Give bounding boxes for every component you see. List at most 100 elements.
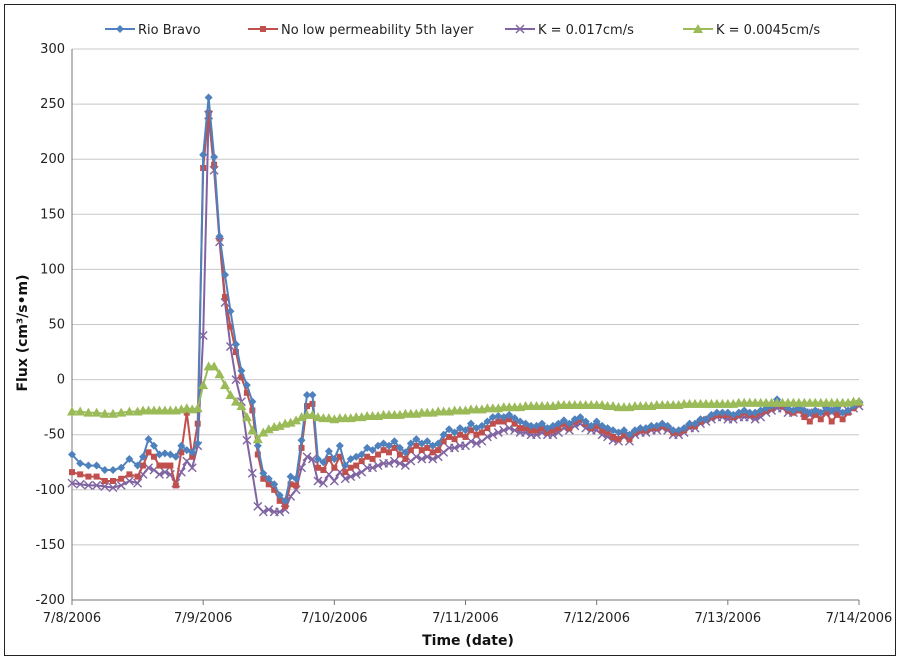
data-point: [576, 413, 585, 422]
data-point: [297, 436, 306, 445]
data-point: [368, 463, 378, 473]
data-point: [604, 429, 611, 436]
data-point: [839, 416, 846, 423]
data-point: [445, 425, 454, 434]
data-point: [293, 482, 300, 489]
data-point: [205, 109, 212, 116]
data-point: [253, 441, 262, 450]
data-point: [701, 415, 710, 424]
data-point: [275, 491, 284, 500]
data-point: [149, 441, 158, 450]
data-point: [313, 476, 323, 486]
data-point: [249, 407, 256, 414]
data-point: [718, 408, 727, 417]
data-point: [258, 427, 269, 437]
data-point: [100, 465, 109, 474]
data-point: [587, 421, 596, 430]
data-point: [817, 416, 824, 423]
data-point: [282, 503, 289, 510]
data-point: [341, 461, 350, 470]
data-point: [696, 415, 705, 424]
legend-item-0: Rio Bravo: [105, 23, 201, 38]
data-point: [109, 477, 116, 484]
data-point: [76, 459, 85, 468]
data-point: [307, 454, 317, 464]
data-point: [663, 421, 672, 430]
data-point: [522, 425, 529, 432]
data-point: [99, 408, 110, 418]
data-point: [353, 462, 360, 469]
data-point: [593, 422, 600, 429]
legend-item-2: K = 0.017cm/s: [505, 23, 634, 38]
data-point: [417, 454, 427, 464]
data-point: [581, 417, 590, 426]
data-point: [209, 361, 220, 371]
data-point: [385, 449, 392, 456]
x-tick-label: 7/11/2006: [432, 611, 499, 626]
data-point: [281, 496, 290, 505]
data-point: [91, 407, 102, 417]
data-point: [592, 417, 601, 426]
data-point: [222, 293, 229, 300]
data-point: [407, 447, 414, 454]
data-point: [324, 447, 333, 456]
data-point: [83, 407, 94, 417]
data-point: [133, 478, 143, 488]
data-point: [457, 431, 464, 438]
data-point: [247, 468, 257, 478]
data-point: [144, 435, 153, 444]
legend-item-3: K = 0.0045cm/s: [683, 23, 820, 38]
x-tick-label: 7/13/2006: [694, 611, 761, 626]
data-point: [499, 425, 509, 435]
data-point: [544, 429, 551, 436]
data-point: [336, 453, 343, 460]
data-point: [92, 461, 101, 470]
data-point: [712, 408, 721, 417]
series-0: [68, 93, 863, 505]
data-point: [236, 401, 247, 411]
data-point: [265, 481, 272, 488]
data-point: [828, 418, 835, 425]
data-point: [801, 414, 808, 421]
y-tick-label: -50: [44, 428, 65, 443]
data-point: [183, 409, 190, 416]
data-point: [264, 505, 274, 515]
data-point: [214, 369, 225, 379]
data-point: [494, 411, 503, 420]
data-point: [380, 447, 387, 454]
data-point: [500, 418, 507, 425]
data-point: [155, 450, 164, 459]
data-point: [325, 455, 332, 462]
data-point: [68, 450, 76, 459]
data-point: [450, 428, 459, 437]
legend-label: K = 0.017cm/s: [538, 23, 634, 38]
data-point: [806, 418, 813, 425]
data-point: [84, 461, 93, 470]
data-point: [384, 458, 394, 468]
data-point: [241, 412, 252, 422]
y-tick-label: 200: [40, 152, 65, 167]
y-tick-label: 300: [40, 42, 65, 57]
data-point: [156, 462, 163, 469]
data-point: [511, 420, 518, 427]
data-point: [347, 464, 354, 471]
data-point: [303, 391, 312, 400]
data-point: [126, 471, 133, 478]
data-point: [406, 439, 415, 448]
data-point: [171, 452, 180, 461]
data-point: [424, 444, 431, 451]
data-point: [107, 408, 118, 418]
y-tick-label: 150: [40, 207, 65, 222]
data-point: [220, 380, 231, 390]
data-point: [854, 396, 864, 406]
x-tick-label: 7/10/2006: [301, 611, 368, 626]
data-point: [237, 366, 246, 375]
data-point: [368, 446, 377, 455]
data-point: [626, 436, 633, 443]
data-point: [75, 406, 86, 416]
data-point: [318, 478, 328, 488]
data-point: [313, 454, 322, 463]
data-point: [478, 429, 485, 436]
data-point: [488, 430, 498, 440]
data-point: [510, 414, 519, 423]
